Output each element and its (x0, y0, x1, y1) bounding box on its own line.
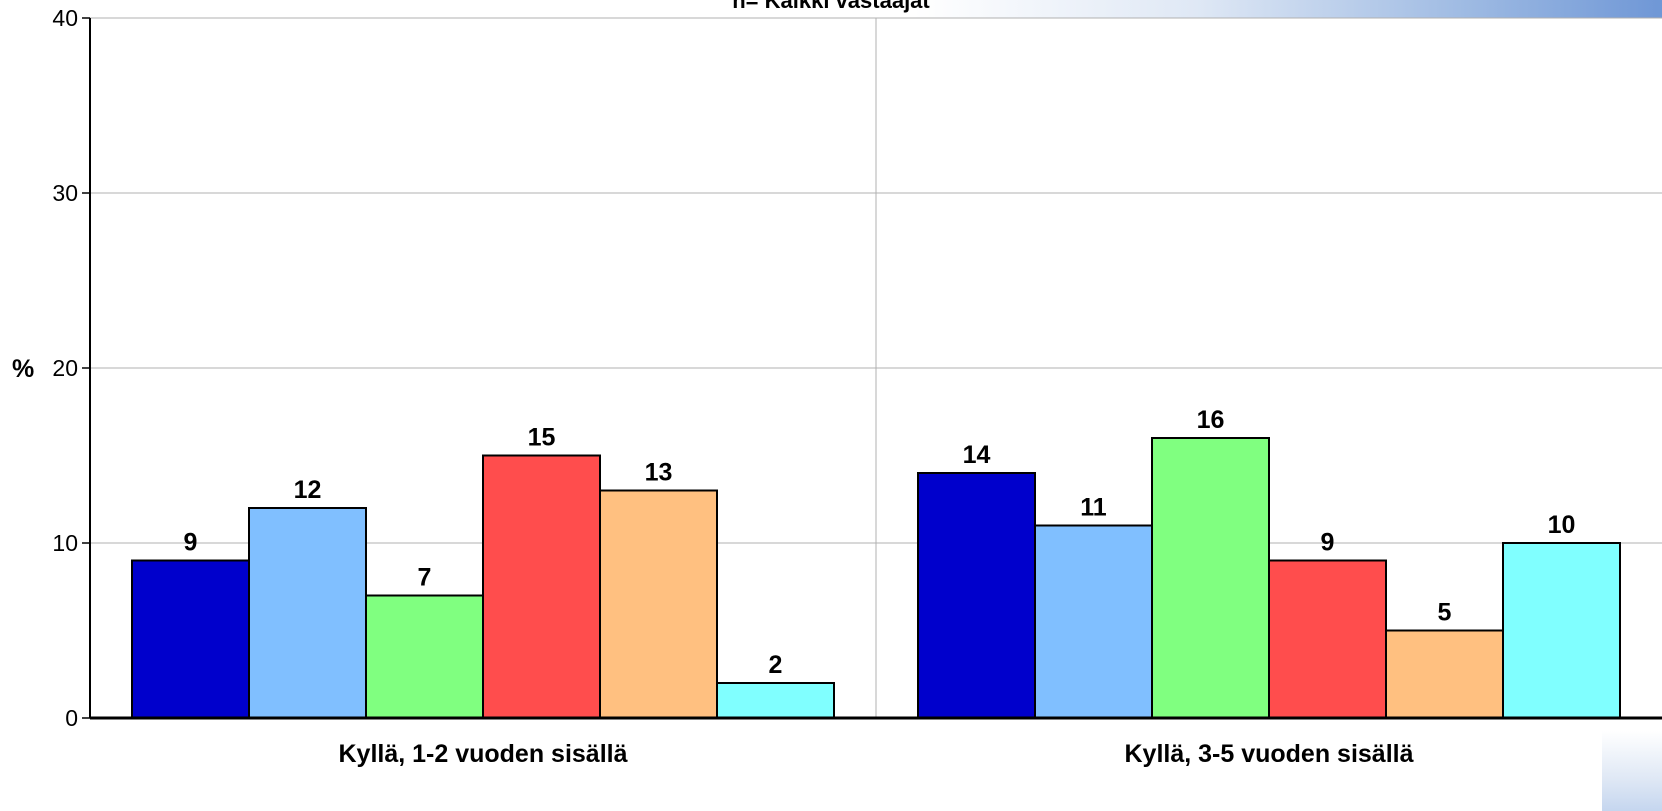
corner-decoration (1602, 731, 1662, 811)
bar (1502, 542, 1621, 719)
bar-value-label: 5 (1438, 599, 1452, 627)
y-tick-label: 0 (65, 705, 78, 731)
bar-value-label: 16 (1197, 406, 1225, 434)
y-tick-label: 30 (52, 180, 78, 206)
bar-value-label: 9 (184, 529, 198, 557)
bar-value-label: 11 (1080, 494, 1107, 522)
bar-value-label: 12 (294, 476, 322, 504)
y-tick-label: 10 (52, 530, 78, 556)
y-tick-label: 40 (52, 5, 78, 31)
bar-value-label: 9 (1321, 529, 1335, 557)
bar-value-label: 10 (1548, 511, 1576, 539)
bar (248, 507, 367, 719)
chart-title: n= Kaikki vastaajat (732, 0, 930, 13)
x-category-label: Kyllä, 3-5 vuoden sisällä (1124, 740, 1413, 768)
bar (599, 489, 718, 719)
bar (131, 559, 250, 719)
x-category-label: Kyllä, 1-2 vuoden sisällä (338, 740, 627, 768)
bar (1034, 524, 1153, 719)
header-gradient-band (0, 0, 1662, 18)
bar (716, 682, 835, 719)
bar-value-label: 14 (963, 441, 991, 469)
bar (365, 594, 484, 719)
y-tick-label: 20 (52, 355, 78, 381)
bar-value-label: 7 (418, 564, 432, 592)
bar (1268, 559, 1387, 719)
bar (482, 454, 601, 719)
bar-value-label: 13 (645, 459, 673, 487)
y-axis-label: % (12, 355, 34, 383)
bar-value-label: 2 (769, 651, 783, 679)
bar (1385, 629, 1504, 719)
bar (1151, 437, 1270, 719)
bar (917, 472, 1036, 719)
bar-value-label: 15 (528, 424, 556, 452)
